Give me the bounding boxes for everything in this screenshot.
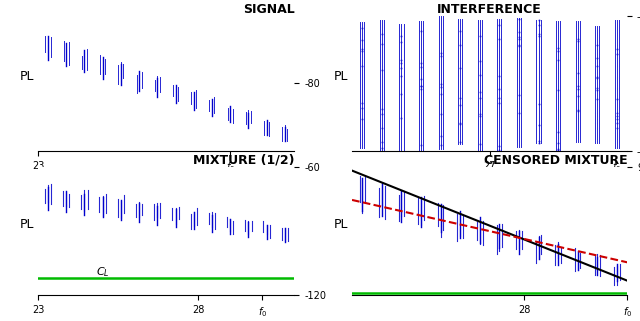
Text: $C_L$: $C_L$: [96, 265, 109, 279]
Text: $f_0$: $f_0$: [612, 160, 621, 174]
Y-axis label: PL: PL: [333, 71, 348, 83]
Y-axis label: PL: PL: [333, 218, 348, 231]
Title: INTERFERENCE: INTERFERENCE: [437, 3, 542, 16]
Text: SIGNAL: SIGNAL: [243, 3, 294, 16]
Text: CENSORED MIXTURE: CENSORED MIXTURE: [484, 154, 627, 167]
Text: MIXTURE (1/2): MIXTURE (1/2): [193, 154, 294, 167]
Y-axis label: PL: PL: [20, 218, 35, 231]
Y-axis label: PL: PL: [20, 71, 35, 83]
